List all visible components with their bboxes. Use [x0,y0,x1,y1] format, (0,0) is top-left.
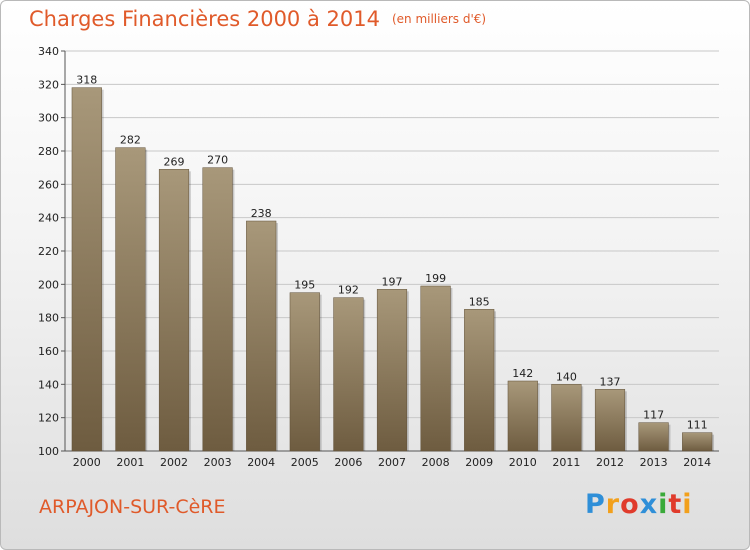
bar-value-label: 142 [512,367,533,380]
y-tick-label: 200 [38,278,59,291]
bar-value-label: 111 [687,419,708,432]
commune-name: ARPAJON-SUR-CèRE [39,496,226,518]
bar [682,432,713,452]
x-tick-label: 2012 [596,456,624,469]
bar-value-label: 137 [600,375,621,388]
y-tick-label: 160 [38,345,59,358]
bar-value-label: 282 [120,134,141,147]
bar-value-label: 238 [251,207,272,220]
y-tick-label: 220 [38,245,59,258]
x-tick-label: 2003 [204,456,232,469]
y-tick-label: 280 [38,145,59,158]
chart-unit: (en milliers d'€) [391,12,487,26]
y-tick-label: 180 [38,312,59,325]
bar [289,292,320,452]
bar [246,220,277,452]
bar [202,167,233,452]
x-tick-label: 2013 [640,456,668,469]
x-tick-label: 2005 [291,456,319,469]
logo-letter: i [682,489,693,520]
bar-value-label: 192 [338,284,359,297]
bar [507,380,538,452]
bar [464,309,495,452]
x-tick-label: 2011 [552,456,580,469]
x-tick-label: 2000 [73,456,101,469]
chart-title-row: Charges Financières 2000 à 2014 (en milli… [29,7,486,31]
proxiti-logo: Proxiti [585,489,693,520]
bar-value-label: 117 [643,409,664,422]
bar-value-label: 140 [556,370,577,383]
bar [115,147,146,452]
logo-letter: o [620,489,640,520]
y-tick-label: 320 [38,78,59,91]
y-tick-label: 100 [38,445,59,458]
x-tick-label: 2006 [334,456,362,469]
labels: 100 120 140 160 180 200 220 240 260 280 300 320 340 3… [38,45,711,469]
bar [551,384,582,452]
bar [594,389,626,452]
y-tick-label: 140 [38,378,59,391]
x-tick-label: 2001 [116,456,144,469]
bar [638,422,669,452]
bar [420,285,451,452]
logo-letter: t [668,489,683,520]
logo-letter: P [585,489,606,520]
x-tick-label: 2004 [247,456,275,469]
y-tick-label: 120 [38,412,59,425]
x-tick-label: 2002 [160,456,188,469]
bar [158,169,190,452]
bar-value-label: 197 [382,275,403,288]
bar-value-label: 195 [294,279,315,292]
bars [71,87,715,452]
bar-value-label: 199 [425,272,446,285]
bar [71,87,102,452]
logo-letter: x [639,489,659,520]
y-tick-label: 260 [38,178,59,191]
x-tick-label: 2014 [683,456,711,469]
y-tick-label: 240 [38,212,59,225]
bar [333,297,364,452]
y-tick-label: 340 [38,45,59,58]
x-tick-label: 2007 [378,456,406,469]
bar-value-label: 270 [207,154,228,167]
bar-value-label: 318 [76,74,97,87]
bar [376,289,408,452]
x-tick-label: 2009 [465,456,493,469]
chart-title: Charges Financières 2000 à 2014 [29,7,380,31]
logo-letter: r [605,489,621,520]
x-tick-label: 2010 [509,456,537,469]
bar-value-label: 269 [164,155,185,168]
y-tick-label: 300 [38,112,59,125]
bar-value-label: 185 [469,295,490,308]
logo-letter: i [658,489,669,520]
x-tick-label: 2008 [422,456,450,469]
